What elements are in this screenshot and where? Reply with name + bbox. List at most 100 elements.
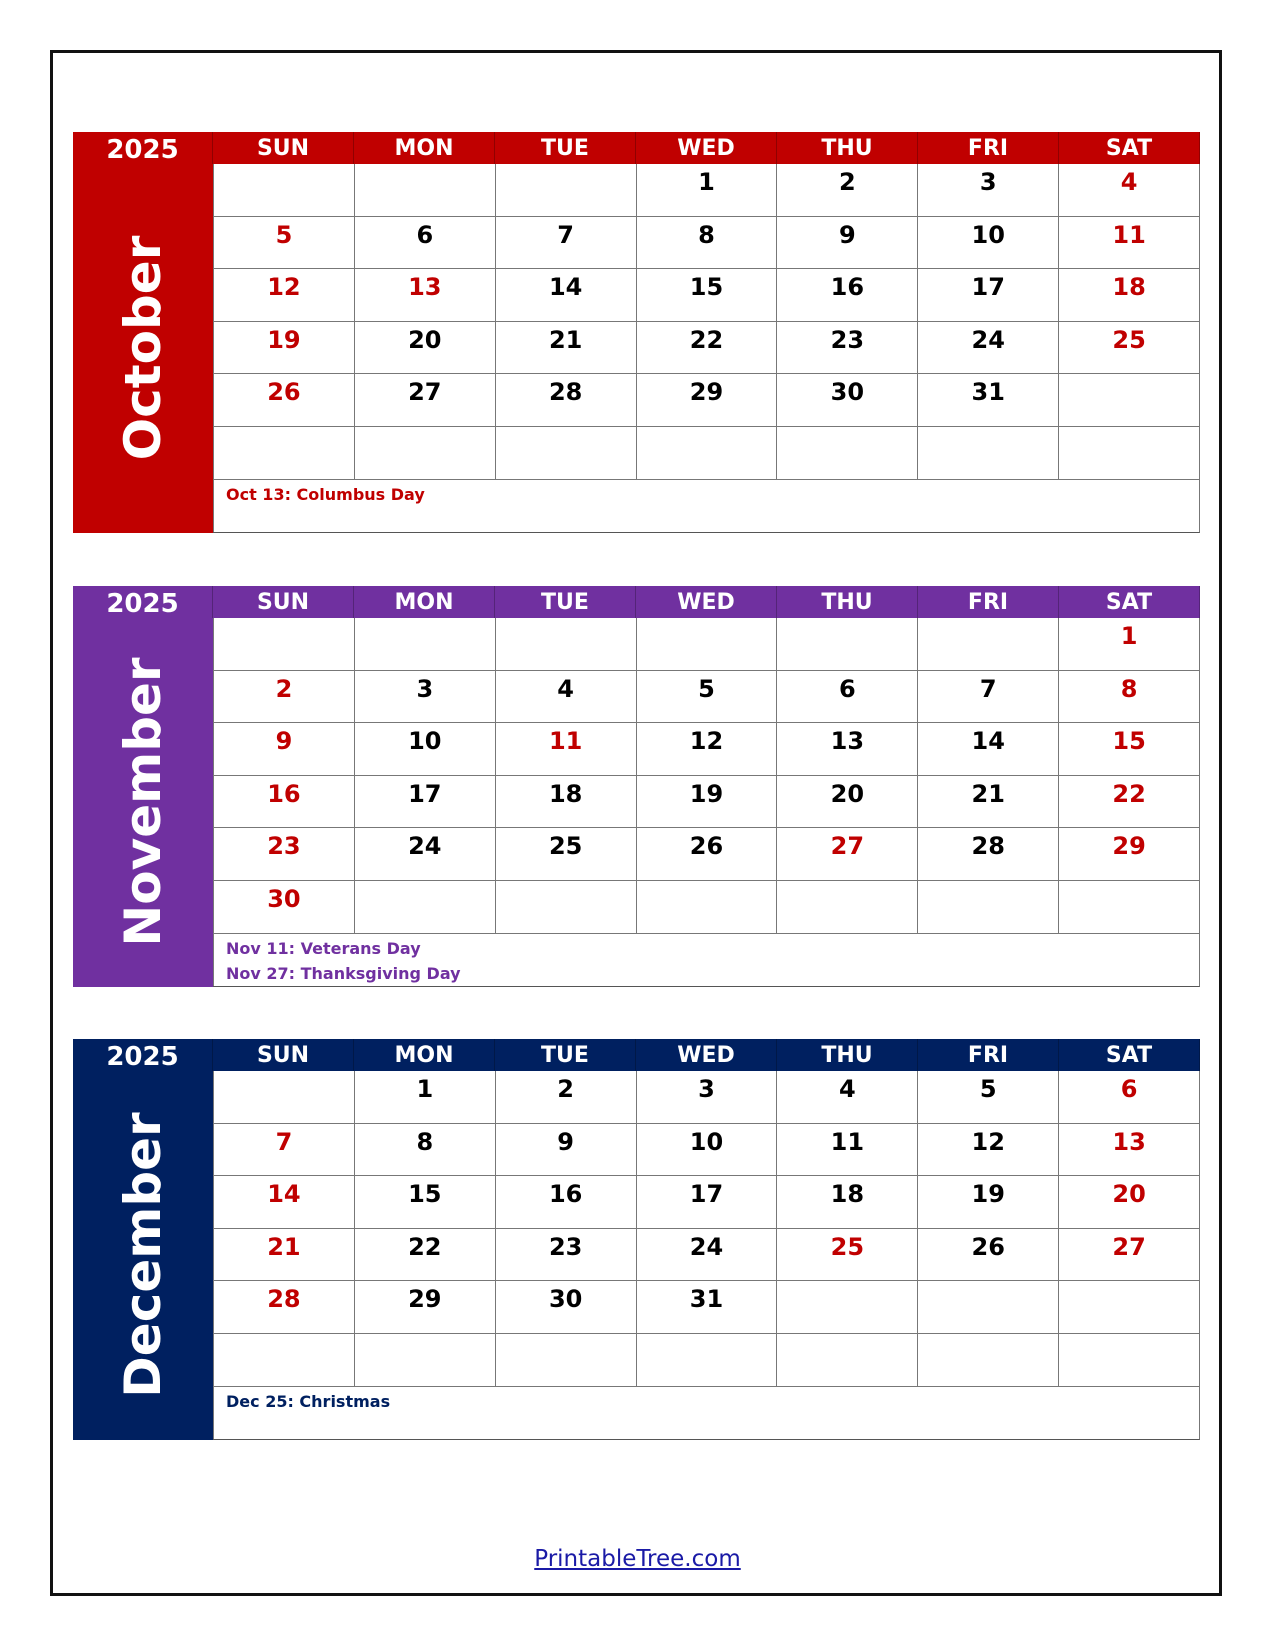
- day-cell: 30: [776, 374, 917, 426]
- day-grid: 1 2 3 4 5 6 7 8 9 10 11 12 13 14 15 16 17 18 19 20 21 22 23 24 2…: [213, 164, 1200, 533]
- day-cell: 2: [213, 670, 354, 723]
- day-cell: 22: [353, 1228, 495, 1281]
- day-cell: 31: [635, 1281, 777, 1333]
- year-label: 2025: [73, 1039, 213, 1072]
- weekday-header: SAT: [1059, 586, 1200, 618]
- day-cell: 28: [917, 828, 1058, 880]
- day-cell: 19: [213, 321, 354, 374]
- weekday-header: WED: [636, 586, 777, 618]
- weekday-header: FRI: [918, 1039, 1059, 1071]
- holiday-notes: Nov 11: Veterans Day Nov 27: Thanksgiving…: [213, 933, 1199, 986]
- day-cell: 9: [494, 1123, 636, 1176]
- week-row: 23 24 25 26 27 28 29: [213, 828, 1199, 881]
- holiday-notes: Oct 13: Columbus Day: [213, 479, 1199, 532]
- day-cell: [1058, 880, 1199, 933]
- weekday-header: FRI: [918, 132, 1059, 164]
- week-row: 28 29 30 31: [213, 1281, 1199, 1334]
- week-row: 5 6 7 8 9 10 11: [213, 216, 1199, 270]
- day-cell: 14: [213, 1176, 354, 1228]
- weekday-header: THU: [777, 1039, 918, 1071]
- day-cell: 7: [494, 216, 636, 269]
- day-cell: 4: [776, 1071, 917, 1123]
- day-cell: 5: [917, 1071, 1058, 1123]
- day-cell: [213, 1333, 354, 1386]
- day-cell: [776, 618, 917, 670]
- day-cell: 28: [213, 1281, 354, 1333]
- day-cell: [213, 426, 354, 479]
- day-cell: 29: [635, 374, 777, 426]
- day-cell: 2: [494, 1071, 636, 1123]
- day-cell: [353, 426, 495, 479]
- day-cell: 17: [635, 1176, 777, 1228]
- day-cell: [213, 164, 354, 216]
- day-cell: 10: [353, 723, 495, 775]
- holiday-note: Nov 27: Thanksgiving Day: [226, 963, 461, 983]
- weekday-header: TUE: [495, 586, 636, 618]
- day-cell: [494, 426, 636, 479]
- day-cell: 10: [917, 216, 1058, 269]
- day-cell: 25: [494, 828, 636, 880]
- day-cell: 7: [917, 670, 1058, 723]
- day-cell: 1: [353, 1071, 495, 1123]
- day-cell: 13: [776, 723, 917, 775]
- weekday-header: SAT: [1059, 1039, 1200, 1071]
- day-cell: [353, 1333, 495, 1386]
- day-cell: 14: [494, 269, 636, 321]
- day-cell: 26: [213, 374, 354, 426]
- day-cell: [917, 618, 1058, 670]
- day-cell: 9: [776, 216, 917, 269]
- day-cell: 18: [776, 1176, 917, 1228]
- week-row: 19 20 21 22 23 24 25: [213, 321, 1199, 375]
- week-row: 30: [213, 880, 1199, 934]
- day-cell: [494, 880, 636, 933]
- day-cell: [494, 164, 636, 216]
- weekday-header: MON: [354, 132, 495, 164]
- month-name-panel: November: [73, 618, 213, 987]
- day-cell: 19: [635, 775, 777, 828]
- weekday-header: WED: [636, 132, 777, 164]
- page-border: [50, 50, 1222, 1596]
- day-cell: 3: [353, 670, 495, 723]
- day-cell: 22: [635, 321, 777, 374]
- footer-link[interactable]: PrintableTree.com: [534, 1546, 741, 1572]
- day-cell: 23: [776, 321, 917, 374]
- month-name-panel: October: [73, 164, 213, 533]
- day-cell: 12: [213, 269, 354, 321]
- day-cell: 8: [635, 216, 777, 269]
- week-row: 26 27 28 29 30 31: [213, 374, 1199, 427]
- day-cell: 30: [494, 1281, 636, 1333]
- calendar-header: 2025 SUN MON TUE WED THU FRI SAT: [73, 132, 1200, 165]
- day-cell: 21: [213, 1228, 354, 1281]
- holiday-note: Oct 13: Columbus Day: [226, 484, 425, 504]
- day-cell: 17: [353, 775, 495, 828]
- weekday-header: MON: [354, 1039, 495, 1071]
- month-calendar-december: 2025 SUN MON TUE WED THU FRI SAT December 1 2 3 4 5 6 7…: [73, 1039, 1200, 1440]
- day-cell: 24: [917, 321, 1058, 374]
- year-label: 2025: [73, 132, 213, 165]
- day-cell: 26: [635, 828, 777, 880]
- day-cell: 27: [1058, 1228, 1199, 1281]
- day-cell: 18: [1058, 269, 1199, 321]
- day-cell: [1058, 1281, 1199, 1333]
- week-row: 7 8 9 10 11 12 13: [213, 1123, 1199, 1177]
- day-cell: 8: [1058, 670, 1199, 723]
- holiday-note: Nov 11: Veterans Day: [226, 938, 421, 958]
- day-cell: [213, 1071, 354, 1123]
- day-cell: 6: [1058, 1071, 1199, 1123]
- year-label: 2025: [73, 586, 213, 619]
- day-cell: 15: [353, 1176, 495, 1228]
- week-row: 21 22 23 24 25 26 27: [213, 1228, 1199, 1282]
- day-cell: [917, 426, 1058, 479]
- day-cell: 7: [213, 1123, 354, 1176]
- day-cell: 8: [353, 1123, 495, 1176]
- day-cell: [353, 880, 495, 933]
- holiday-note: Dec 25: Christmas: [226, 1391, 391, 1411]
- week-row: 12 13 14 15 16 17 18: [213, 269, 1199, 322]
- day-cell: [635, 1333, 777, 1386]
- day-cell: [635, 880, 777, 933]
- day-cell: 26: [917, 1228, 1058, 1281]
- week-row: 1: [213, 618, 1199, 671]
- day-cell: 20: [1058, 1176, 1199, 1228]
